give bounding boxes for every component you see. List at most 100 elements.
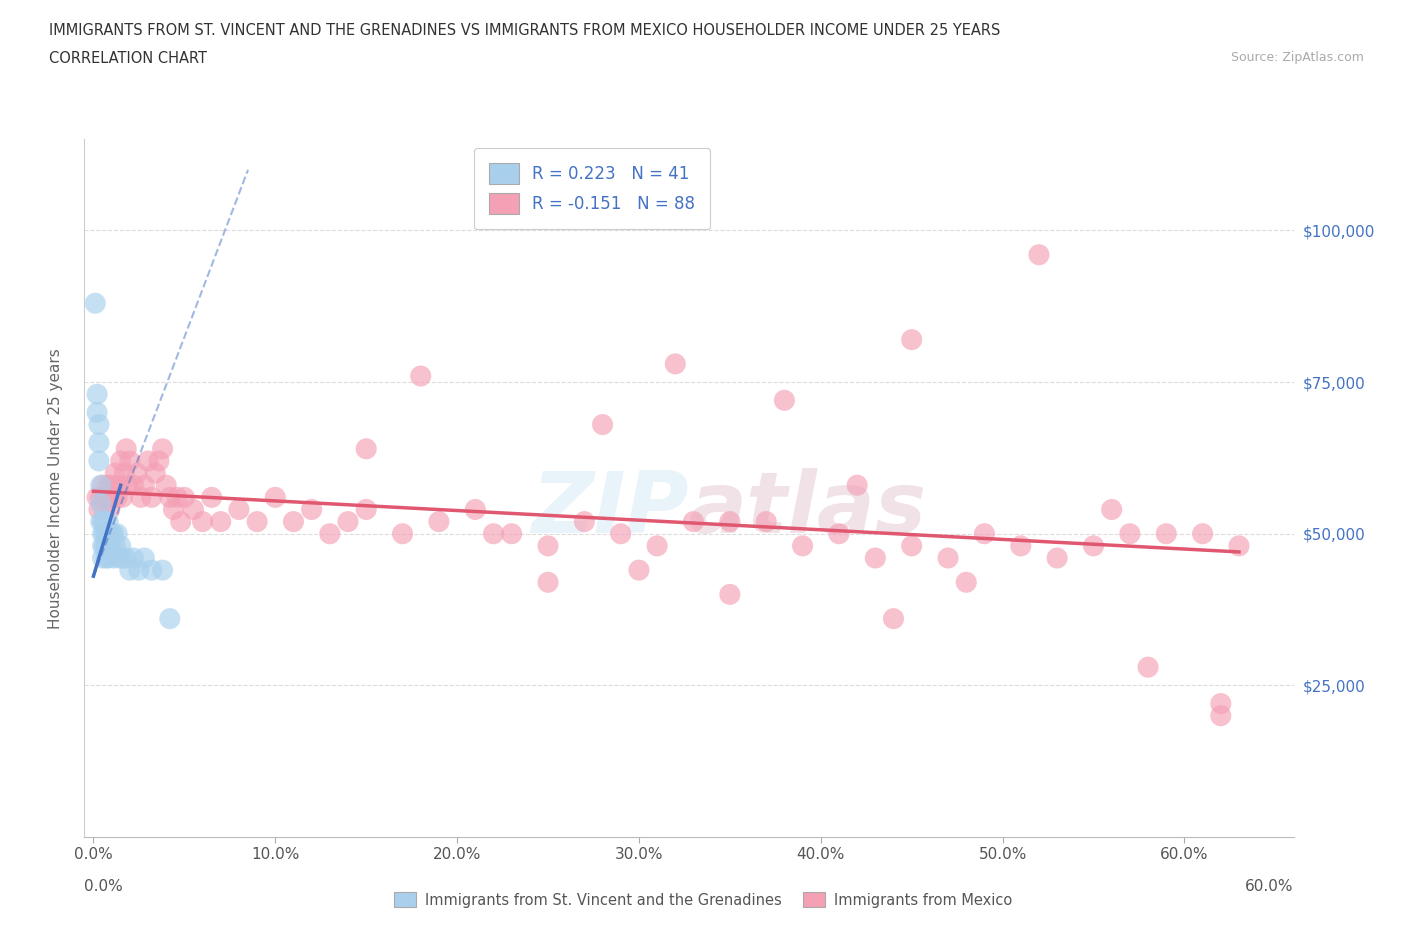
Text: IMMIGRANTS FROM ST. VINCENT AND THE GRENADINES VS IMMIGRANTS FROM MEXICO HOUSEHO: IMMIGRANTS FROM ST. VINCENT AND THE GREN…: [49, 23, 1001, 38]
Point: [90, 490, 112, 505]
Point: [86, 387, 108, 402]
Point: [246, 514, 269, 529]
Point: [936, 551, 959, 565]
Text: 0.0%: 0.0%: [84, 879, 124, 894]
Point: [93, 526, 115, 541]
Point: [122, 551, 145, 565]
Point: [682, 514, 704, 529]
Point: [152, 563, 174, 578]
Point: [90, 478, 112, 493]
Point: [955, 575, 977, 590]
Point: [93, 514, 115, 529]
Point: [627, 563, 650, 578]
Point: [96, 490, 118, 505]
Point: [183, 502, 205, 517]
Point: [91, 514, 114, 529]
Point: [97, 551, 120, 565]
Point: [574, 514, 596, 529]
Point: [900, 332, 922, 347]
Point: [141, 490, 163, 505]
Point: [391, 526, 413, 541]
Point: [118, 563, 141, 578]
Point: [96, 551, 118, 565]
Point: [108, 551, 131, 565]
Point: [86, 405, 108, 419]
Point: [105, 526, 128, 541]
Point: [93, 538, 115, 553]
Point: [592, 418, 614, 432]
Point: [264, 490, 287, 505]
Point: [173, 490, 195, 505]
Point: [100, 538, 122, 553]
Point: [610, 526, 633, 541]
Point: [91, 478, 114, 493]
Point: [792, 538, 814, 553]
Point: [108, 478, 131, 493]
Point: [865, 551, 887, 565]
Point: [501, 526, 523, 541]
Point: [127, 466, 149, 481]
Point: [191, 514, 214, 529]
Point: [1209, 709, 1232, 724]
Point: [104, 538, 127, 553]
Point: [159, 611, 181, 626]
Point: [159, 490, 181, 505]
Point: [93, 502, 115, 517]
Point: [973, 526, 995, 541]
Point: [129, 490, 152, 505]
Point: [96, 538, 118, 553]
Point: [354, 502, 377, 517]
Point: [645, 538, 668, 553]
Point: [170, 514, 193, 529]
Point: [1227, 538, 1250, 553]
Point: [128, 563, 150, 578]
Point: [141, 563, 163, 578]
Point: [111, 490, 134, 505]
Point: [283, 514, 305, 529]
Point: [97, 526, 120, 541]
Point: [87, 435, 110, 450]
Point: [228, 502, 250, 517]
Point: [100, 478, 122, 493]
Point: [87, 418, 110, 432]
Point: [1101, 502, 1123, 517]
Point: [98, 502, 121, 517]
Point: [537, 538, 560, 553]
Point: [482, 526, 505, 541]
Point: [155, 478, 177, 493]
Point: [110, 538, 132, 553]
Point: [112, 466, 135, 481]
Point: [900, 538, 922, 553]
Point: [86, 490, 108, 505]
Point: [98, 538, 121, 553]
Point: [409, 368, 432, 383]
Text: 60.0%: 60.0%: [1246, 879, 1294, 894]
Point: [427, 514, 450, 529]
Point: [111, 551, 134, 565]
Legend: Immigrants from St. Vincent and the Grenadines, Immigrants from Mexico: Immigrants from St. Vincent and the Gren…: [388, 886, 1018, 913]
Point: [882, 611, 904, 626]
Point: [105, 490, 128, 505]
Legend: R = 0.223   N = 41, R = -0.151   N = 88: R = 0.223 N = 41, R = -0.151 N = 88: [474, 148, 710, 229]
Point: [162, 502, 184, 517]
Point: [1046, 551, 1069, 565]
Point: [718, 587, 741, 602]
Point: [1010, 538, 1032, 553]
Point: [664, 356, 686, 371]
Point: [148, 454, 170, 469]
Point: [90, 496, 112, 511]
Text: CORRELATION CHART: CORRELATION CHART: [49, 51, 207, 66]
Point: [464, 502, 486, 517]
Point: [1209, 697, 1232, 711]
Point: [136, 454, 159, 469]
Point: [96, 526, 118, 541]
Point: [143, 466, 166, 481]
Point: [1083, 538, 1105, 553]
Point: [1191, 526, 1213, 541]
Point: [122, 478, 145, 493]
Point: [103, 526, 125, 541]
Point: [301, 502, 323, 517]
Point: [846, 478, 869, 493]
Point: [337, 514, 360, 529]
Text: ZIP: ZIP: [531, 468, 689, 551]
